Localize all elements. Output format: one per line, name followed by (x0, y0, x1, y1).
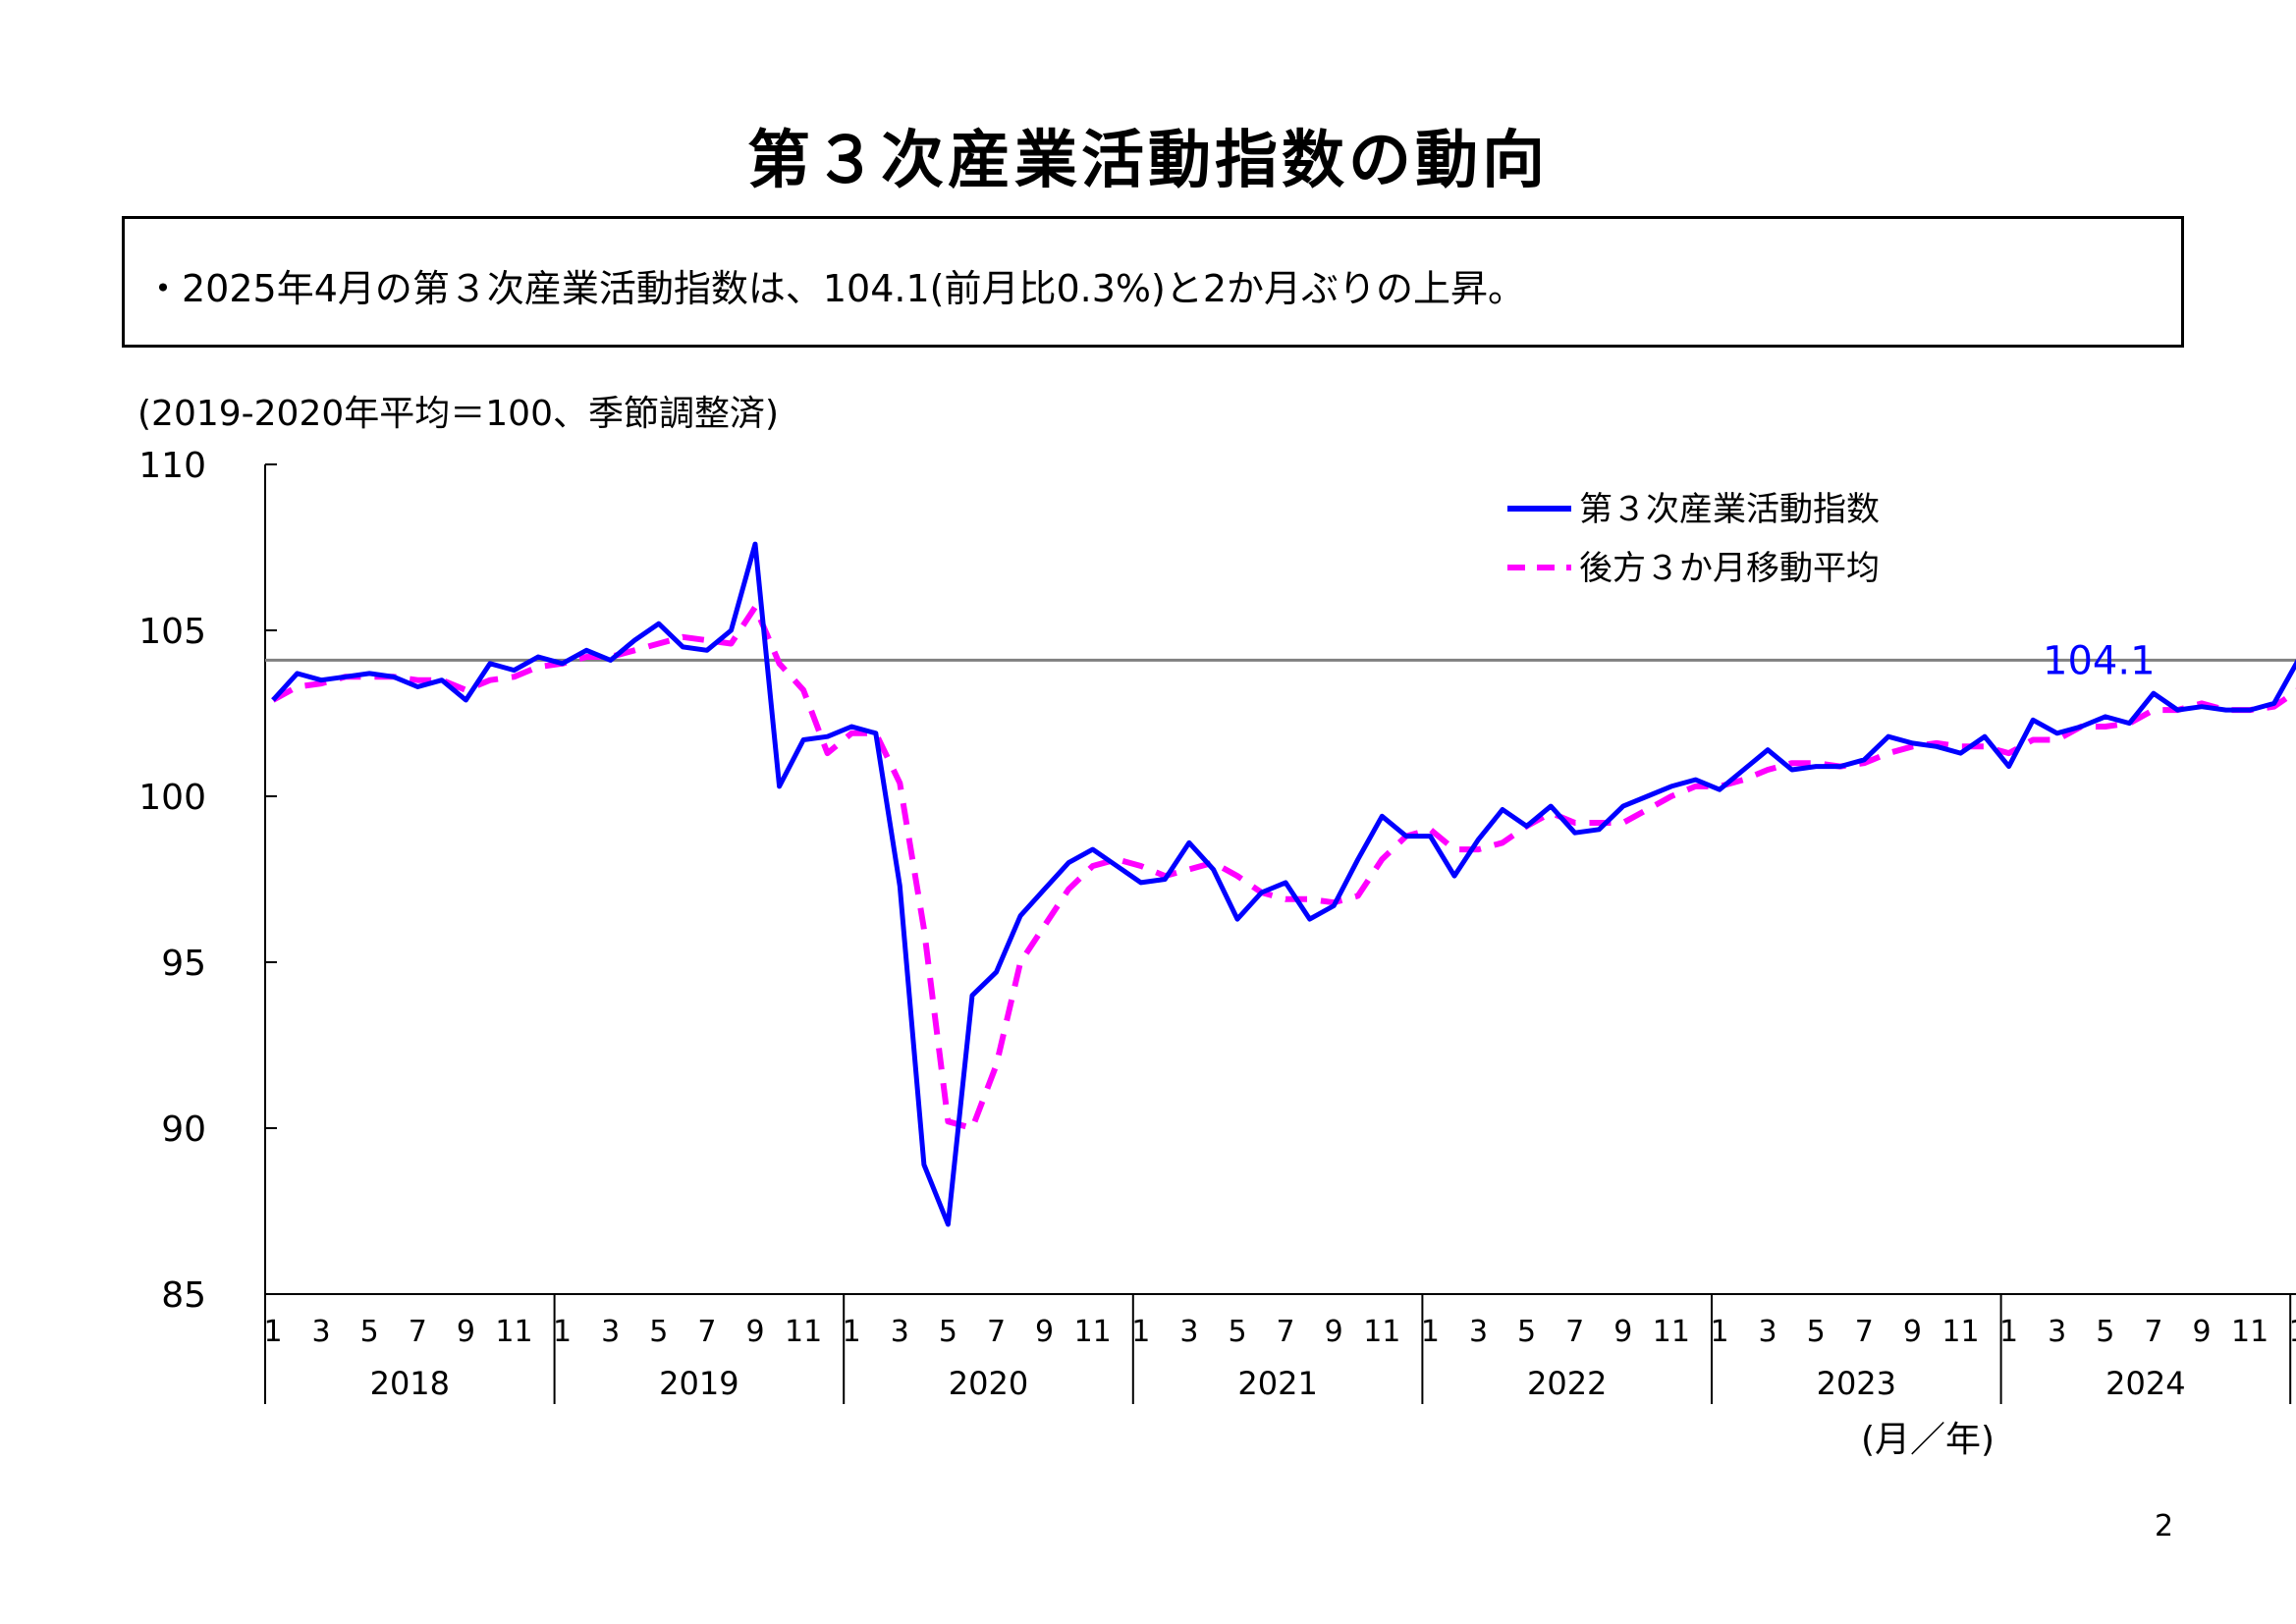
x-year-label: 2023 (1817, 1365, 1896, 1402)
x-month-tick-label: 1 (263, 1315, 282, 1349)
x-month-tick-label: 11 (1653, 1315, 1690, 1349)
x-year-label: 2020 (949, 1365, 1028, 1402)
x-year-label: 2019 (659, 1365, 738, 1402)
summary-box: ・2025年4月の第３次産業活動指数は、104.1(前月比0.3%)と2か月ぶり… (122, 216, 2184, 348)
x-month-tick-label: 9 (457, 1315, 475, 1349)
x-year-label: 2022 (1527, 1365, 1607, 1402)
y-tick-label: 85 (161, 1275, 206, 1316)
x-month-tick-label: 5 (2096, 1315, 2114, 1349)
x-month-tick-label: 1 (843, 1315, 861, 1349)
x-month-tick-label: 7 (1855, 1315, 1874, 1349)
x-month-tick-label: 3 (891, 1315, 909, 1349)
x-year-label: 2018 (370, 1365, 450, 1402)
x-month-tick-label: 5 (1807, 1315, 1826, 1349)
x-month-tick-label: 3 (1469, 1315, 1488, 1349)
x-month-tick-label: 11 (495, 1315, 532, 1349)
page-number: 2 (2155, 1509, 2174, 1543)
x-month-tick-label: 7 (1565, 1315, 1584, 1349)
x-month-tick-label: 1 (1710, 1315, 1728, 1349)
x-month-tick-label: 9 (1903, 1315, 1922, 1349)
x-axis-unit-label: (月／年) (1861, 1420, 1995, 1460)
y-tick-label: 95 (161, 944, 206, 984)
index-series-line (271, 541, 2296, 1227)
x-month-tick-label: 1 (2289, 1315, 2296, 1349)
x-month-tick-label: 3 (1759, 1315, 1777, 1349)
x-month-tick-label: 11 (2231, 1315, 2269, 1349)
x-month-tick-label: 9 (745, 1315, 764, 1349)
x-month-tick-label: 1 (553, 1315, 572, 1349)
x-year-label: 2021 (1237, 1365, 1317, 1402)
y-tick-label: 105 (138, 612, 206, 652)
x-month-tick-label: 7 (2144, 1315, 2162, 1349)
x-month-tick-label: 11 (1074, 1315, 1112, 1349)
x-month-tick-label: 9 (1035, 1315, 1054, 1349)
x-month-tick-label: 11 (785, 1315, 822, 1349)
y-tick-label: 110 (138, 446, 206, 486)
x-month-tick-label: 7 (987, 1315, 1006, 1349)
x-month-tick-label: 9 (1613, 1315, 1632, 1349)
latest-value-label: 104.1 (2043, 638, 2156, 683)
x-year-label: 2024 (2105, 1365, 2185, 1402)
x-month-tick-label: 3 (1179, 1315, 1198, 1349)
y-tick-label: 90 (161, 1110, 206, 1150)
x-month-tick-label: 3 (601, 1315, 620, 1349)
x-month-tick-label: 7 (697, 1315, 716, 1349)
x-month-tick-label: 11 (1363, 1315, 1400, 1349)
x-month-tick-label: 1 (1999, 1315, 2018, 1349)
x-month-tick-label: 3 (312, 1315, 331, 1349)
y-tick-label: 100 (138, 778, 206, 818)
x-month-tick-label: 11 (1941, 1315, 1979, 1349)
moving-average-series-line (271, 604, 2296, 1131)
unit-note: (2019-2020年平均＝100、季節調整済) (137, 394, 780, 434)
page-title: 第３次産業活動指数の動向 (747, 125, 1549, 197)
x-month-tick-label: 5 (649, 1315, 668, 1349)
x-month-tick-label: 9 (2192, 1315, 2211, 1349)
x-month-tick-label: 1 (1131, 1315, 1150, 1349)
x-month-tick-label: 5 (1228, 1315, 1246, 1349)
x-month-tick-label: 5 (1517, 1315, 1536, 1349)
legend-moving-average-label: 後方３か月移動平均 (1579, 549, 1880, 588)
x-month-tick-label: 7 (409, 1315, 427, 1349)
x-month-tick-label: 3 (2048, 1315, 2066, 1349)
x-month-tick-label: 5 (939, 1315, 957, 1349)
x-month-tick-label: 9 (1325, 1315, 1343, 1349)
x-month-tick-label: 7 (1277, 1315, 1295, 1349)
legend-index-label: 第３次産業活動指数 (1579, 490, 1880, 529)
x-month-tick-label: 5 (360, 1315, 379, 1349)
summary-text: ・2025年4月の第３次産業活動指数は、104.1(前月比0.3%)と2か月ぶり… (144, 267, 1526, 310)
x-month-tick-label: 1 (1421, 1315, 1440, 1349)
